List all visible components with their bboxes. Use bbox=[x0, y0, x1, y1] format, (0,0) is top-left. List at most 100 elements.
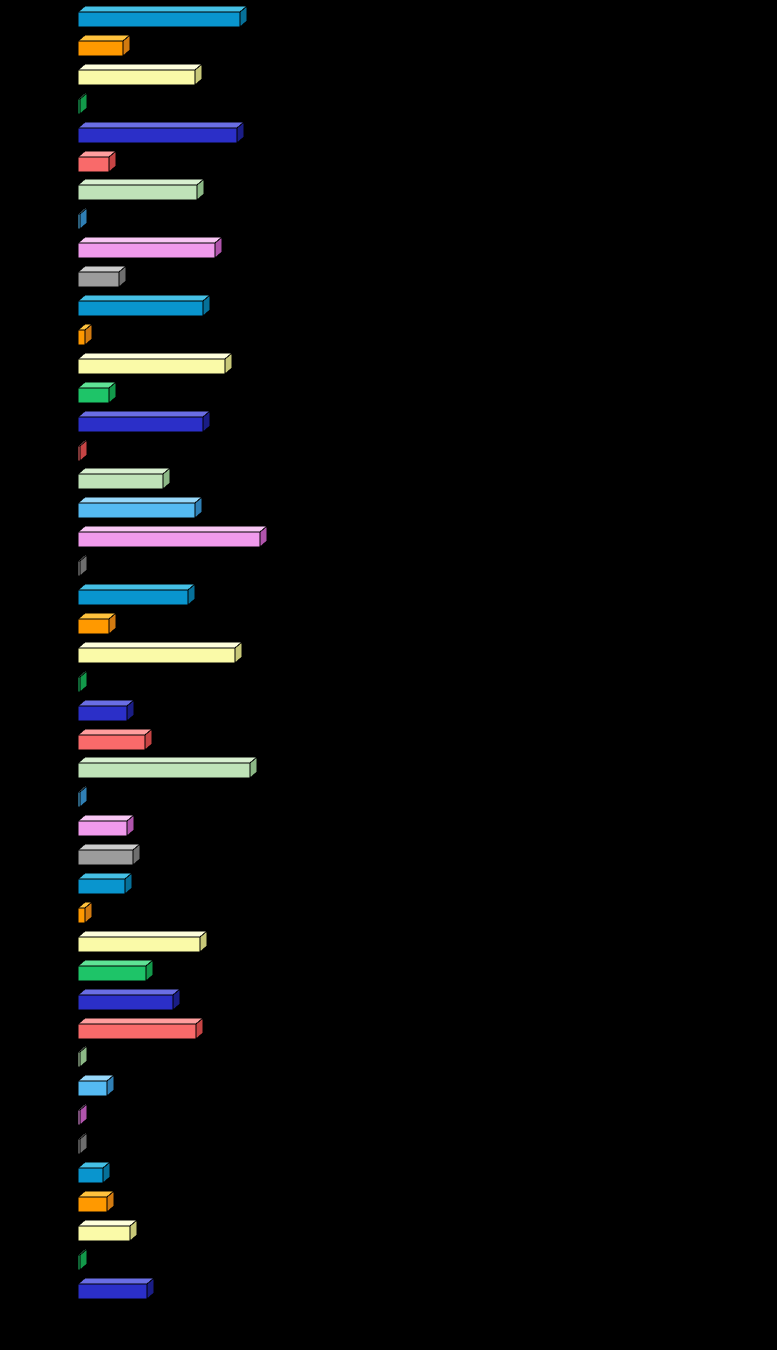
bar bbox=[76, 149, 118, 174]
bar-front-face bbox=[77, 676, 81, 693]
bar-top-face bbox=[76, 294, 212, 302]
bar-front-face bbox=[77, 358, 226, 375]
bar-front-face bbox=[77, 1283, 148, 1300]
bar bbox=[76, 958, 155, 983]
bar-top-face bbox=[76, 988, 182, 996]
bar-front-face bbox=[77, 705, 128, 722]
bar bbox=[76, 1016, 205, 1041]
bar-front-face bbox=[77, 300, 204, 317]
bar bbox=[76, 842, 142, 867]
bar-top-face bbox=[76, 34, 132, 42]
bar bbox=[76, 1276, 156, 1301]
bar bbox=[76, 929, 209, 954]
bar-top-face bbox=[76, 641, 244, 649]
bar-front-face bbox=[77, 907, 86, 924]
bar bbox=[76, 755, 259, 780]
bar-top-face bbox=[76, 1277, 156, 1285]
bar-front-face bbox=[77, 1080, 108, 1097]
bar-front-face bbox=[77, 127, 238, 144]
bar bbox=[76, 871, 134, 896]
bar bbox=[76, 62, 204, 87]
bar bbox=[76, 438, 89, 463]
bar-top-face bbox=[76, 583, 197, 591]
bar-front-face bbox=[77, 184, 198, 201]
bar bbox=[76, 1102, 89, 1127]
bar-front-face bbox=[77, 213, 81, 230]
bar-front-face bbox=[77, 734, 146, 751]
bar bbox=[76, 698, 136, 723]
bar-front-face bbox=[77, 589, 189, 606]
bar-top-face bbox=[76, 352, 234, 360]
bar bbox=[76, 264, 128, 289]
bar bbox=[76, 669, 89, 694]
bar-top-face bbox=[76, 756, 259, 764]
bar-front-face bbox=[77, 416, 204, 433]
bar bbox=[76, 322, 94, 347]
bar-front-face bbox=[77, 1167, 104, 1184]
bar-top-face bbox=[76, 265, 128, 273]
bar bbox=[76, 351, 234, 376]
bar bbox=[76, 727, 154, 752]
bar-front-face bbox=[77, 1109, 81, 1126]
bar-front-face bbox=[77, 560, 81, 577]
bar bbox=[76, 900, 94, 925]
bar-front-face bbox=[77, 1138, 81, 1155]
bar-front-face bbox=[77, 994, 174, 1011]
bar bbox=[76, 380, 118, 405]
bar-top-face bbox=[76, 236, 224, 244]
bar-front-face bbox=[77, 849, 134, 866]
bar-front-face bbox=[77, 1023, 197, 1040]
bar bbox=[76, 553, 89, 578]
bar-front-face bbox=[77, 40, 124, 57]
bar-top-face bbox=[76, 699, 136, 707]
bar bbox=[76, 524, 269, 549]
bar-front-face bbox=[77, 502, 196, 519]
bar-front-face bbox=[77, 762, 251, 779]
bar-front-face bbox=[77, 1254, 81, 1271]
bar bbox=[76, 813, 136, 838]
bar-top-face bbox=[76, 63, 204, 71]
bar-front-face bbox=[77, 1196, 108, 1213]
bar-top-face bbox=[76, 1219, 139, 1227]
bar-front-face bbox=[77, 11, 241, 28]
bar-front-face bbox=[77, 1225, 131, 1242]
bar bbox=[76, 120, 246, 145]
bar bbox=[76, 1189, 116, 1214]
bar-front-face bbox=[77, 618, 110, 635]
bar bbox=[76, 466, 172, 491]
bar bbox=[76, 293, 212, 318]
bar-top-face bbox=[76, 178, 206, 186]
bar-front-face bbox=[77, 936, 201, 953]
bar-top-face bbox=[76, 121, 246, 129]
bar bbox=[76, 582, 197, 607]
bar bbox=[76, 206, 89, 231]
bar bbox=[76, 1131, 89, 1156]
bar bbox=[76, 1160, 112, 1185]
bar-front-face bbox=[77, 242, 216, 259]
bar-top-face bbox=[76, 1017, 205, 1025]
bar bbox=[76, 640, 244, 665]
bar-front-face bbox=[77, 878, 126, 895]
bar bbox=[76, 1218, 139, 1243]
bar-front-face bbox=[77, 1051, 81, 1068]
bar bbox=[76, 784, 89, 809]
bar-front-face bbox=[77, 531, 261, 548]
bar-front-face bbox=[77, 647, 236, 664]
bar bbox=[76, 1044, 89, 1069]
bar-front-face bbox=[77, 329, 86, 346]
bar-top-face bbox=[76, 872, 134, 880]
bar-top-face bbox=[76, 843, 142, 851]
bar-top-face bbox=[76, 496, 204, 504]
bar-front-face bbox=[77, 156, 110, 173]
bar-top-face bbox=[76, 410, 212, 418]
bar-front-face bbox=[77, 69, 196, 86]
bar-front-face bbox=[77, 791, 81, 808]
bar-top-face bbox=[76, 814, 136, 822]
bar bbox=[76, 33, 132, 58]
bar-top-face bbox=[76, 5, 249, 13]
bar bbox=[76, 177, 206, 202]
bar bbox=[76, 1247, 89, 1272]
bar-top-face bbox=[76, 467, 172, 475]
bar bbox=[76, 611, 118, 636]
